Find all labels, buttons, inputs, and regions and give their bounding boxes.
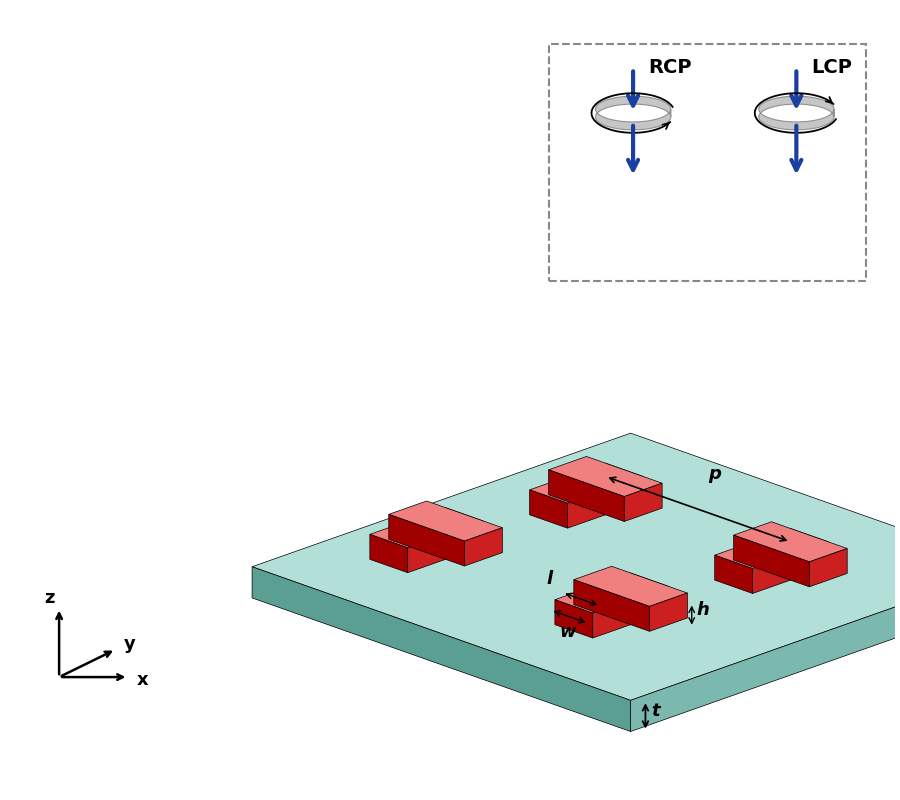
Polygon shape	[593, 586, 669, 638]
Polygon shape	[370, 534, 408, 573]
Polygon shape	[568, 477, 644, 528]
Polygon shape	[752, 542, 828, 594]
Polygon shape	[530, 463, 644, 503]
Polygon shape	[370, 508, 483, 548]
Polygon shape	[650, 593, 688, 631]
Polygon shape	[759, 96, 834, 130]
Polygon shape	[596, 96, 670, 130]
Polygon shape	[389, 514, 464, 566]
Polygon shape	[574, 580, 650, 631]
Text: y: y	[123, 635, 136, 654]
Polygon shape	[715, 529, 828, 569]
Text: p: p	[707, 466, 721, 483]
Polygon shape	[549, 457, 662, 497]
Polygon shape	[631, 566, 900, 731]
Text: t: t	[652, 702, 660, 720]
Text: RCP: RCP	[648, 58, 691, 78]
Polygon shape	[555, 573, 669, 613]
Polygon shape	[809, 549, 847, 586]
Polygon shape	[715, 555, 752, 594]
Polygon shape	[408, 521, 483, 573]
Text: z: z	[44, 589, 55, 607]
Polygon shape	[464, 528, 502, 566]
Text: LCP: LCP	[811, 58, 852, 78]
Text: h: h	[697, 601, 709, 619]
Polygon shape	[574, 566, 688, 606]
Polygon shape	[625, 483, 662, 522]
Polygon shape	[530, 490, 568, 528]
Text: x: x	[136, 671, 148, 689]
Polygon shape	[734, 535, 809, 586]
Text: w: w	[560, 622, 576, 641]
Polygon shape	[389, 501, 502, 541]
Polygon shape	[555, 600, 593, 638]
Text: l: l	[547, 570, 553, 589]
Polygon shape	[549, 470, 625, 522]
FancyBboxPatch shape	[549, 44, 866, 282]
Polygon shape	[734, 522, 847, 562]
Polygon shape	[252, 566, 631, 731]
Polygon shape	[252, 433, 900, 700]
